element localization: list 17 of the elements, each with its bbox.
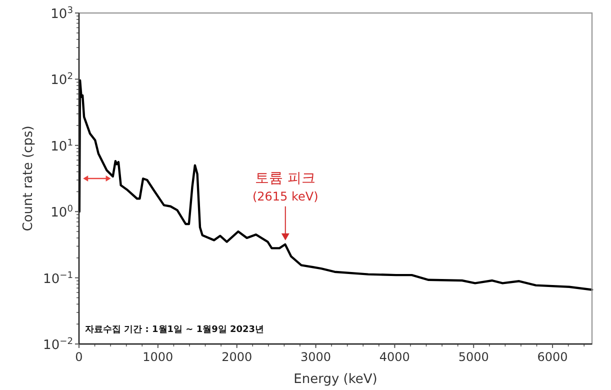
y-tick-label: 10$^{−2}$ — [43, 337, 73, 353]
annotation: 자료수집 기간 : 1월1일 ~ 1월9일 2023년 — [85, 325, 264, 335]
y-tick-label: 10$^{0}$ — [50, 204, 74, 221]
x-tick-label: 5000 — [458, 350, 489, 364]
x-tick-label: 2000 — [222, 350, 252, 364]
y-axis-title: Count rate (cps) — [21, 126, 36, 232]
x-tick-label: 0 — [75, 350, 83, 364]
x-tick-label: 6000 — [537, 350, 568, 364]
y-tick-label: 10$^{3}$ — [50, 6, 74, 22]
x-tick-label: 1000 — [142, 350, 174, 364]
y-tick-label: 10$^{2}$ — [50, 72, 73, 88]
y-tick-label: 10$^{1}$ — [50, 138, 73, 154]
x-axis-title: Energy (keV) — [294, 372, 378, 387]
annotation: 토륨 피크 (2615 keV) — [252, 170, 318, 204]
x-tick-label: 4000 — [379, 350, 410, 364]
y-tick-label: 10$^{−1}$ — [43, 270, 73, 287]
x-tick-label: 3000 — [300, 350, 332, 364]
